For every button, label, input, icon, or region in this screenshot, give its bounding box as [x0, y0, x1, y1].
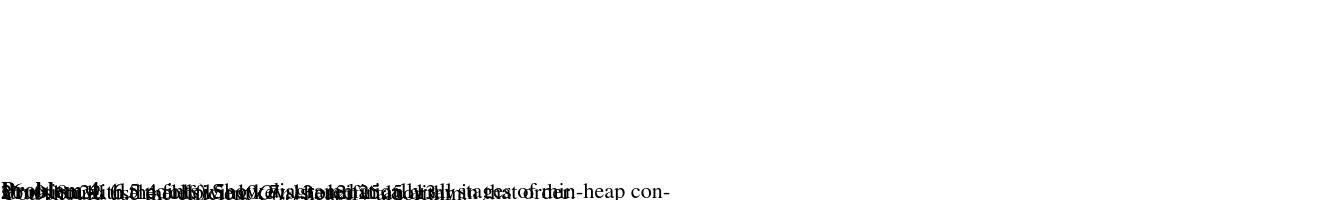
Text: You should use the efficient: You should use the efficient	[0, 185, 257, 200]
Text: O(n): O(n)	[257, 184, 298, 200]
Text: struction with the following keys stored in an array in that order:: struction with the following keys stored…	[0, 183, 576, 200]
Text: 26, 9, 8, 22, 6, 14, 11, 15, 10, 7, 13, 12, 25, 5, 13: 26, 9, 8, 22, 6, 14, 11, 15, 10, 7, 13, …	[0, 185, 436, 200]
Text: (15 points) Show diagrammatically all stages of min-heap con-: (15 points) Show diagrammatically all st…	[104, 183, 671, 200]
Text: Problem 4.: Problem 4.	[0, 182, 104, 200]
Text: heapify algorithm.: heapify algorithm.	[298, 185, 468, 200]
